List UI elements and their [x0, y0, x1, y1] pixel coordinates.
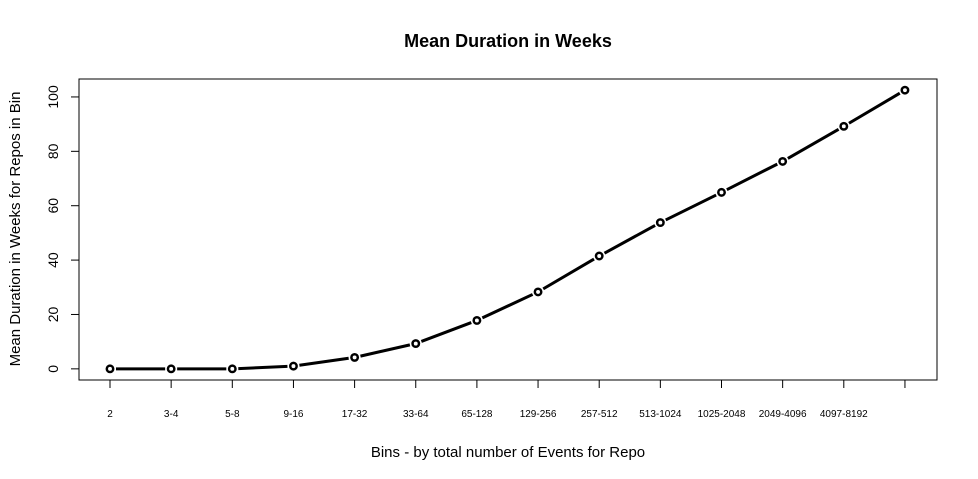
data-point	[778, 156, 788, 166]
x-tick-label: 9-16	[283, 409, 303, 420]
x-tick-label: 17-32	[342, 409, 368, 420]
x-tick-label: 33-64	[403, 409, 429, 420]
y-tick-label: 100	[45, 85, 61, 109]
x-axis: 2 3-4 5-8 9-16 17-32 33-64 65-128 129-256 257-51…	[107, 380, 906, 420]
series-line-segment	[542, 257, 595, 291]
x-tick-label: 3-4	[164, 409, 179, 420]
data-point	[166, 364, 176, 374]
y-tick-label: 60	[45, 198, 61, 214]
y-axis-label: Mean Duration in Weeks for Repos in Bin	[7, 92, 24, 367]
series-line-segment	[603, 224, 656, 255]
data-point	[105, 364, 115, 374]
data-point	[839, 121, 849, 131]
y-tick-label: 20	[45, 306, 61, 322]
series-line-segment	[787, 127, 840, 160]
series-line-segment	[238, 364, 288, 371]
x-tick-label: 2	[107, 409, 113, 420]
data-point	[411, 339, 421, 349]
data-point	[227, 364, 237, 374]
x-tick-label: 65-128	[461, 409, 493, 420]
data-point	[717, 187, 726, 197]
series-line-segment	[481, 293, 534, 320]
x-tick-label: 257-512	[581, 409, 618, 420]
data-point	[289, 361, 298, 371]
series-line-segment	[665, 193, 717, 222]
data-point	[900, 85, 910, 95]
chart-title: Mean Duration in Weeks	[404, 31, 612, 51]
x-tick-label: 1025-2048	[698, 409, 746, 420]
plot-area-border	[78, 78, 938, 381]
data-point	[533, 287, 543, 297]
x-tick-label: 129-256	[520, 409, 557, 420]
x-tick-label: 2049-4096	[759, 409, 807, 420]
y-tick-label: 80	[45, 143, 61, 159]
y-tick-label: 40	[45, 252, 61, 268]
y-axis: 0 20 40 60 80 100	[45, 85, 79, 373]
series-line-segment	[848, 91, 901, 125]
data-point	[655, 218, 665, 228]
y-tick-label: 0	[45, 365, 61, 373]
data-point	[350, 352, 360, 362]
x-tick-label: 4097-8192	[820, 409, 868, 420]
series-line-segment	[726, 162, 778, 192]
x-axis-label: Bins - by total number of Events for Rep…	[371, 444, 645, 461]
x-tick-label: 513-1024	[639, 409, 682, 420]
series-line-segment	[360, 343, 411, 358]
data-point	[594, 251, 604, 261]
x-tick-label: 5-8	[225, 409, 240, 420]
data-point	[472, 316, 482, 325]
series-line-segment	[420, 321, 472, 343]
series-layer	[105, 85, 910, 374]
series-line-segment	[299, 356, 349, 367]
